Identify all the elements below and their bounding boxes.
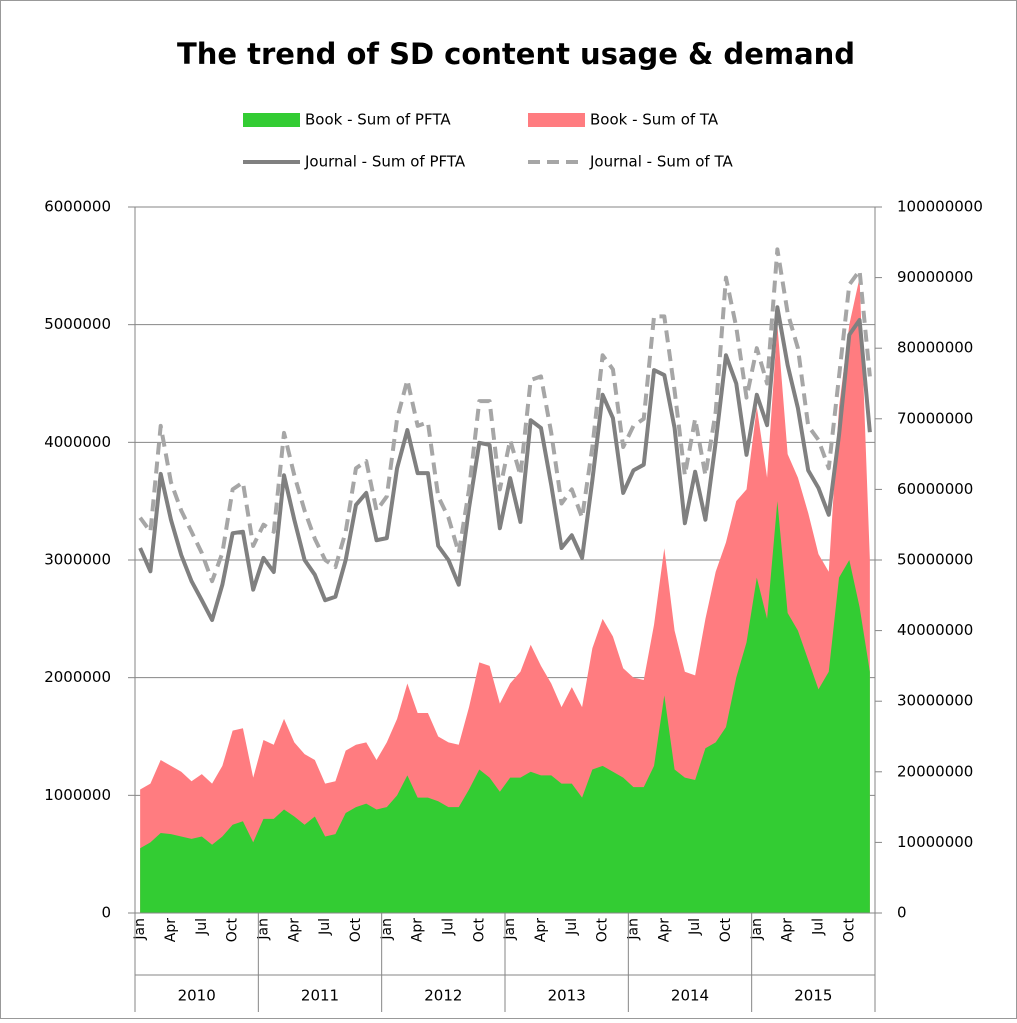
y-tick-label: 5000000 — [44, 315, 111, 333]
chart-title: The trend of SD content usage & demand — [177, 37, 855, 71]
line — [138, 305, 872, 623]
x-tick-label: Jan — [749, 918, 765, 941]
x-tick-label: Jul — [810, 918, 826, 936]
legend-swatch — [243, 113, 300, 127]
y-tick-label: 6000000 — [44, 198, 111, 216]
x-tick-label: Oct — [841, 918, 857, 943]
x-tick-label: Jan — [379, 918, 395, 941]
area — [140, 501, 870, 913]
x-tick-label: Jan — [132, 918, 148, 941]
legend-swatch — [528, 113, 585, 127]
y2-tick-label: 80000000 — [897, 339, 973, 357]
x-tick-label: Jul — [317, 918, 333, 936]
y2-tick-label: 10000000 — [897, 833, 973, 851]
x-tick-label: Apr — [780, 918, 796, 942]
x-tick-label: Oct — [718, 918, 734, 943]
x-tick-label: Apr — [533, 918, 549, 942]
y2-tick-label: 50000000 — [897, 551, 973, 569]
x-tick-label: Jan — [502, 918, 518, 941]
year-label: 2013 — [548, 987, 586, 1005]
y2-tick-label: 0 — [897, 904, 907, 922]
legend-label: Book - Sum of PFTA — [305, 111, 451, 129]
y2-tick-label: 20000000 — [897, 762, 973, 780]
year-label: 2011 — [301, 987, 339, 1005]
year-label: 2015 — [794, 987, 832, 1005]
x-tick-label: Jul — [687, 918, 703, 936]
legend-label: Journal - Sum of PFTA — [304, 153, 466, 171]
year-label: 2012 — [424, 987, 462, 1005]
x-tick-label: Apr — [410, 918, 426, 942]
y2-tick-label: 40000000 — [897, 621, 973, 639]
legend-label: Journal - Sum of TA — [589, 153, 733, 171]
y-tick-label: 1000000 — [44, 786, 111, 804]
area — [140, 277, 870, 914]
x-tick-label: Apr — [163, 918, 179, 942]
year-label: 2014 — [671, 987, 709, 1005]
legend-label: Book - Sum of TA — [590, 111, 719, 129]
year-label: 2010 — [178, 987, 216, 1005]
x-tick-label: Jan — [625, 918, 641, 941]
x-tick-label: Jul — [194, 918, 210, 936]
x-tick-label: Oct — [348, 918, 364, 943]
y2-tick-label: 30000000 — [897, 692, 973, 710]
x-tick-label: Oct — [595, 918, 611, 943]
y2-tick-label: 90000000 — [897, 268, 973, 286]
x-tick-label: Apr — [286, 918, 302, 942]
x-tick-label: Oct — [471, 918, 487, 943]
y-tick-label: 3000000 — [44, 551, 111, 569]
x-tick-label: Oct — [225, 918, 241, 943]
x-tick-label: Jul — [440, 918, 456, 936]
line — [138, 247, 872, 584]
y-tick-label: 4000000 — [44, 433, 111, 451]
y-tick-label: 0 — [101, 904, 111, 922]
x-tick-label: Jul — [564, 918, 580, 936]
y2-tick-label: 60000000 — [897, 480, 973, 498]
y2-tick-label: 100000000 — [897, 198, 983, 216]
y2-tick-label: 70000000 — [897, 409, 973, 427]
y-tick-label: 2000000 — [44, 668, 111, 686]
x-tick-label: Jan — [255, 918, 271, 941]
x-tick-label: Apr — [656, 918, 672, 942]
